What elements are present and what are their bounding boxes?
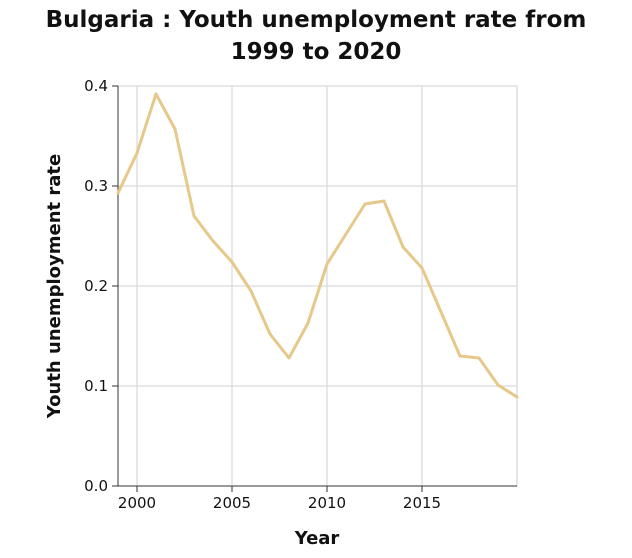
x-tick-label: 2000 [118, 494, 156, 512]
x-axis-ticks: 2000 2005 2010 2015 [118, 486, 441, 512]
x-tick-label: 2015 [403, 494, 441, 512]
data-point [116, 191, 120, 195]
data-point [306, 321, 310, 325]
data-point [287, 356, 291, 360]
data-point [496, 383, 500, 387]
data-point [439, 310, 443, 314]
data-point [515, 395, 519, 399]
data-point [401, 245, 405, 249]
chart-title-line-2: 1999 to 2020 [230, 39, 402, 65]
data-point [458, 354, 462, 358]
x-tick-label: 2010 [308, 494, 346, 512]
y-tick-label: 0.0 [84, 477, 108, 495]
data-point [154, 92, 158, 96]
data-point [211, 239, 215, 243]
y-tick-label: 0.3 [84, 177, 108, 195]
series-line [116, 92, 519, 399]
data-point [477, 356, 481, 360]
data-point [192, 214, 196, 218]
chart-title: Bulgaria : Youth unemployment rate from … [0, 4, 632, 68]
x-axis-title: Year [294, 528, 340, 549]
data-point [173, 127, 177, 131]
data-series [116, 92, 519, 399]
data-point [363, 202, 367, 206]
y-axis-title: Youth unemployment rate [44, 154, 65, 419]
data-point [420, 266, 424, 270]
data-point [382, 199, 386, 203]
data-point [344, 232, 348, 236]
data-point [249, 289, 253, 293]
data-point [135, 151, 139, 155]
data-point [268, 332, 272, 336]
y-tick-label: 0.2 [84, 277, 108, 295]
data-point [230, 260, 234, 264]
y-axis-ticks: 0.0 0.1 0.2 0.3 0.4 [84, 77, 118, 495]
chart-title-line-1: Bulgaria : Youth unemployment rate from [45, 7, 587, 33]
gridlines [118, 85, 517, 486]
y-tick-label: 0.1 [84, 377, 108, 395]
y-tick-label: 0.4 [84, 77, 108, 95]
data-point [325, 262, 329, 266]
x-tick-label: 2005 [213, 494, 251, 512]
